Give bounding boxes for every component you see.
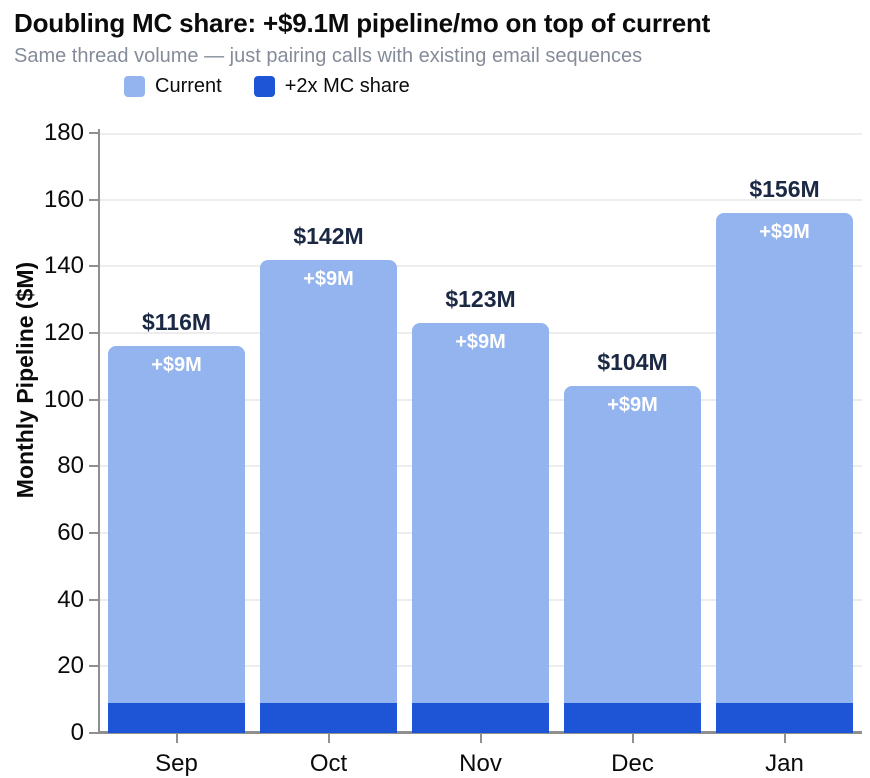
segment-label-jan: +$9M <box>759 221 810 243</box>
x-tick-nov <box>479 734 482 743</box>
y-tick-label-0: 0 <box>70 719 84 746</box>
y-tick-80 <box>89 465 98 468</box>
legend-label-current: Current <box>155 75 222 97</box>
legend: Current +2x MC share <box>124 75 410 98</box>
y-tick-180 <box>89 132 98 134</box>
bar-dec: +$9M $104M <box>564 349 701 733</box>
bar-nov: +$9M $123M <box>412 286 549 733</box>
y-tick-60 <box>89 532 98 534</box>
y-tick-label-160: 160 <box>43 185 84 213</box>
x-tick-dec <box>631 734 634 743</box>
y-tick-100 <box>89 398 98 401</box>
chart-subtitle: Same thread volume — just pairing calls … <box>14 45 643 67</box>
segment-label-dec: +$9M <box>607 394 658 417</box>
bar-segment-current-dec <box>564 386 701 703</box>
x-tick-label-sep: Sep <box>155 750 198 777</box>
bar-segment-current-jan <box>716 213 853 703</box>
y-axis-line <box>98 129 100 734</box>
bar-segment-current-oct <box>260 259 397 703</box>
legend-item-mc-share: +2x MC share <box>253 75 410 98</box>
y-tick-40 <box>89 598 98 601</box>
total-label-dec: $104M <box>597 349 668 376</box>
x-tick-label-jan: Jan <box>765 750 804 777</box>
x-tick-label-oct: Oct <box>309 750 348 777</box>
y-tick-label-120: 120 <box>43 319 84 346</box>
total-label-oct: $142M <box>293 222 364 249</box>
y-tick-140 <box>89 265 98 268</box>
y-tick-label-60: 60 <box>57 519 84 546</box>
bar-segment-mc-share-dec <box>564 702 701 733</box>
chart-title: Doubling MC share: +$9.1M pipeline/mo on… <box>14 8 711 38</box>
total-label-sep: $116M <box>141 309 212 336</box>
plot-area: 0 20 40 60 80 100 120 140 160 180 +$9M $116M Sep +$9M… <box>44 119 862 777</box>
bar-oct: +$9M $142M <box>260 223 397 733</box>
bar-jan: +$9M $156M <box>716 176 853 733</box>
legend-swatch-current <box>124 76 145 97</box>
x-tick-sep <box>175 734 178 743</box>
gridline-140 <box>100 265 862 268</box>
segment-label-sep: +$9M <box>151 354 202 377</box>
gridline-180 <box>100 133 862 135</box>
bar-segment-mc-share-nov <box>412 702 549 733</box>
bar-segment-current-nov <box>412 323 549 703</box>
y-tick-label-40: 40 <box>57 585 84 613</box>
gridline-160 <box>100 198 862 201</box>
segment-label-nov: +$9M <box>455 331 506 353</box>
x-tick-label-dec: Dec <box>611 750 654 777</box>
y-tick-label-20: 20 <box>57 652 84 680</box>
bar-segment-mc-share-oct <box>260 702 397 733</box>
y-tick-label-140: 140 <box>43 252 84 280</box>
y-tick-160 <box>89 198 98 201</box>
y-tick-20 <box>89 665 98 668</box>
bar-sep: +$9M $116M <box>108 309 245 733</box>
bar-segment-current-sep <box>108 346 245 703</box>
legend-swatch-mc-share <box>253 76 275 97</box>
legend-item-current: Current <box>124 75 222 98</box>
x-tick-oct <box>327 734 330 743</box>
y-tick-label-100: 100 <box>43 385 84 413</box>
x-tick-label-nov: Nov <box>459 750 502 777</box>
y-tick-label-80: 80 <box>57 452 84 480</box>
total-label-nov: $123M <box>445 286 516 312</box>
segment-label-oct: +$9M <box>303 267 354 290</box>
bar-segment-mc-share-sep <box>108 702 245 733</box>
total-label-jan: $156M <box>749 176 820 202</box>
bar-segment-mc-share-jan <box>716 702 853 733</box>
y-tick-0 <box>89 732 98 734</box>
y-tick-label-180: 180 <box>43 119 84 146</box>
x-tick-jan <box>783 734 786 743</box>
legend-label-mc-share: +2x MC share <box>284 75 410 97</box>
y-tick-120 <box>89 332 98 334</box>
